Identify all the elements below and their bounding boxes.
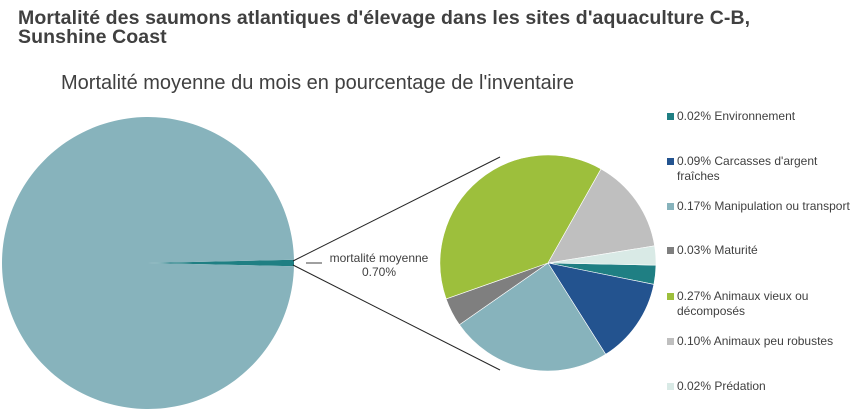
legend-item: 0.10% Animaux peu robustes (667, 334, 866, 349)
legend-label-line: 0.03% Maturité (677, 243, 758, 257)
legend-item: 0.27% Animaux vieux ou décomposés (667, 289, 866, 319)
legend-label-line: décomposés (677, 304, 746, 318)
legend-swatch-icon (667, 158, 674, 165)
legend-swatch-icon (667, 203, 674, 210)
chart-title: Mortalité des saumons atlantiques d'élev… (18, 7, 858, 48)
pie-slice-mortalit-moyenne (148, 259, 295, 267)
pie-slice-survie (1, 117, 294, 410)
legend-label-line: 0.09% Carcasses d'argent (677, 154, 818, 168)
legend-label-line: 0.02% Environnement (677, 109, 796, 123)
connector-lines (292, 156, 501, 371)
pie-slice-pr-dation (547, 245, 657, 266)
legend-label: 0.27% Animaux vieux ou décomposés (667, 289, 866, 319)
legend-label: 0.03% Maturité (667, 243, 866, 258)
pie-slice-carcasses-d-argent-fra-ches (547, 262, 655, 355)
legend-label-line: 0.17% Manipulation ou transport (677, 199, 850, 213)
callout-label: mortalité moyenne 0.70% (318, 251, 440, 279)
legend-label-line: fraîches (677, 169, 720, 183)
legend-label-line: 0.02% Prédation (677, 379, 766, 393)
legend-label: 0.02% Environnement (667, 109, 866, 124)
callout-value: 0.70% (361, 265, 397, 279)
legend-label: 0.02% Prédation (667, 379, 866, 394)
primary-pie (1, 117, 295, 410)
legend-item: 0.02% Prédation (667, 379, 866, 394)
legend-swatch-icon (667, 113, 674, 120)
legend-swatch-icon (667, 338, 674, 345)
legend-item: 0.03% Maturité (667, 243, 866, 258)
legend-swatch-icon (667, 293, 674, 300)
secondary-pie (439, 154, 657, 372)
connector-line (292, 264, 501, 371)
legend-label: 0.10% Animaux peu robustes (667, 334, 866, 349)
legend-swatch-icon (667, 383, 674, 390)
legend-label-line: 0.27% Animaux vieux ou (677, 289, 809, 303)
pie-slice-manipulation-ou-transport (458, 262, 607, 372)
legend-item: 0.09% Carcasses d'argent fraîches (667, 154, 866, 184)
pie-slice-animaux-peu-robustes (547, 168, 655, 264)
pie-slice-animaux-vieux-ou-d-compos-s (439, 154, 602, 300)
legend-swatch-icon (667, 247, 674, 254)
connector-line (292, 156, 501, 262)
legend-label: 0.09% Carcasses d'argent fraîches (667, 154, 866, 184)
chart-subtitle: Mortalité moyenne du mois en pourcentage… (61, 72, 575, 94)
legend-label: 0.17% Manipulation ou transport (667, 199, 866, 214)
legend-label-line: 0.10% Animaux peu robustes (677, 334, 834, 348)
chart-title-line-2: Sunshine Coast (18, 26, 167, 48)
callout-label-text: mortalité moyenne (329, 251, 429, 265)
legend-item: 0.17% Manipulation ou transport (667, 199, 866, 214)
legend-item: 0.02% Environnement (667, 109, 866, 124)
chart-title-line-1: Mortalité des saumons atlantiques d'élev… (18, 7, 751, 29)
